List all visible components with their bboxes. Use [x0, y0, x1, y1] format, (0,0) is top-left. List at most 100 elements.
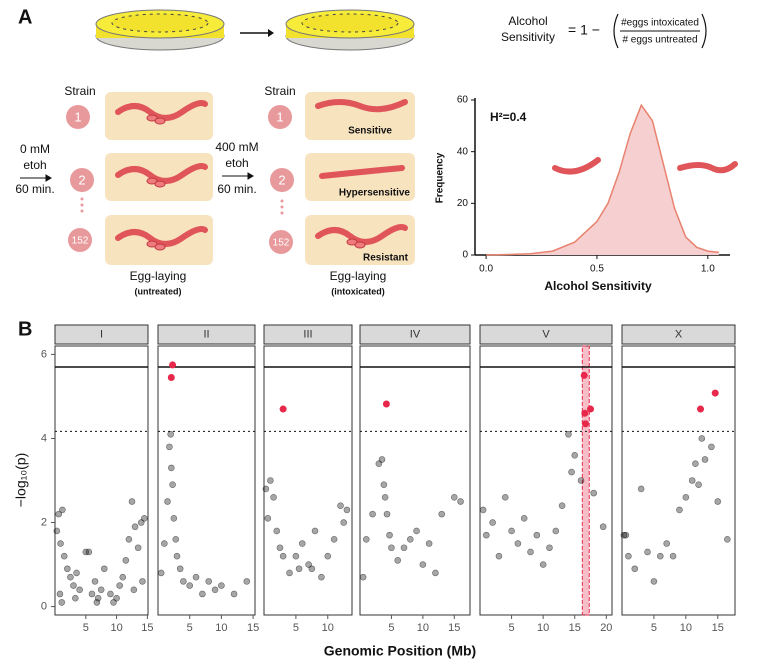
x-tick-label: 15: [247, 622, 259, 634]
point: [243, 578, 251, 585]
point: [568, 468, 575, 476]
point: [276, 544, 284, 552]
facet-label: V: [542, 328, 550, 340]
x-tick-label: 10: [215, 622, 227, 634]
x-tick-label: 15: [141, 622, 153, 634]
point: [330, 536, 338, 543]
strain-circles: [66, 105, 294, 254]
point: [279, 552, 287, 560]
point: [130, 586, 138, 594]
strain-number: 2: [278, 172, 285, 187]
point: [400, 544, 408, 552]
point: [161, 540, 168, 547]
strain-label: Strain: [64, 84, 95, 98]
y-tick-label: 4: [41, 432, 47, 444]
point: [55, 510, 62, 518]
point: [432, 569, 439, 577]
significant-point: [382, 400, 390, 408]
strain-number: 2: [78, 172, 85, 187]
point: [622, 531, 630, 539]
caption: (intoxicated): [331, 286, 385, 296]
point: [139, 578, 146, 585]
x-tick-label: 5: [83, 622, 89, 634]
point: [169, 481, 176, 489]
x-tick-label: 10: [322, 622, 334, 634]
point: [692, 460, 699, 467]
point: [558, 502, 566, 510]
significant-point: [169, 361, 177, 369]
formula-lhs: Sensitivity: [501, 30, 555, 44]
point: [508, 527, 515, 535]
point: [157, 569, 165, 577]
point: [56, 590, 64, 598]
point: [324, 552, 332, 560]
point: [167, 430, 174, 438]
point: [211, 586, 219, 594]
point: [501, 494, 509, 501]
point: [343, 506, 351, 514]
point: [59, 506, 66, 514]
y-tick-label: 2: [41, 516, 47, 528]
treatment-text: 0 mM: [20, 142, 50, 156]
point: [676, 506, 683, 514]
caption: (untreated): [135, 286, 182, 296]
point: [552, 527, 560, 535]
x-tick-label: 5: [651, 622, 657, 634]
eggs: [146, 114, 366, 251]
point: [637, 485, 645, 493]
density-line: [486, 103, 719, 256]
point: [264, 515, 272, 522]
phenotype-label: Hypersensitive: [339, 188, 411, 199]
point: [122, 557, 130, 564]
significant-point: [581, 420, 589, 428]
point: [380, 481, 388, 489]
x-tick-label: 10: [417, 622, 429, 634]
facet-header: [621, 324, 736, 345]
facet-panel: [359, 345, 471, 616]
highlight-band: [581, 345, 590, 616]
x-tick-label: 5: [388, 622, 394, 634]
point: [170, 515, 178, 522]
x-tick-label: 15: [569, 622, 581, 634]
formula-lhs: Alcohol: [508, 14, 547, 28]
point: [230, 590, 238, 598]
point: [479, 506, 487, 514]
point: [131, 523, 139, 531]
point: [340, 519, 348, 526]
point: [359, 573, 367, 581]
point: [308, 565, 316, 573]
facet-header: [359, 324, 471, 345]
strain-number: 152: [273, 238, 290, 249]
x-tick-label: 5: [509, 622, 515, 634]
facet-panel: [157, 345, 256, 616]
point: [695, 481, 702, 489]
caption: Egg-laying: [330, 269, 387, 283]
point: [70, 582, 77, 589]
point: [88, 590, 96, 598]
point: [298, 540, 306, 547]
x-tick-label: 10: [537, 622, 549, 634]
x-tick-label: 10: [110, 622, 122, 634]
y-tick-label: 0: [41, 601, 47, 613]
significant-point: [580, 371, 588, 379]
point: [362, 536, 370, 543]
point: [53, 527, 61, 535]
point: [64, 565, 71, 573]
annotation: H²=0.4: [490, 110, 527, 124]
petri-dishes: [95, 9, 415, 51]
point: [286, 569, 293, 577]
formula-numerator: #eggs intoxicated: [621, 18, 699, 29]
x-tick-label: 20: [600, 622, 612, 634]
point: [262, 485, 270, 493]
x-tick-label: 5: [187, 622, 193, 634]
point: [650, 578, 658, 585]
point: [514, 540, 522, 547]
point: [73, 569, 80, 577]
point: [698, 435, 706, 442]
point: [682, 494, 690, 501]
point: [701, 456, 709, 463]
point: [688, 477, 696, 484]
point: [577, 477, 585, 484]
point: [669, 552, 677, 560]
point: [724, 536, 731, 543]
